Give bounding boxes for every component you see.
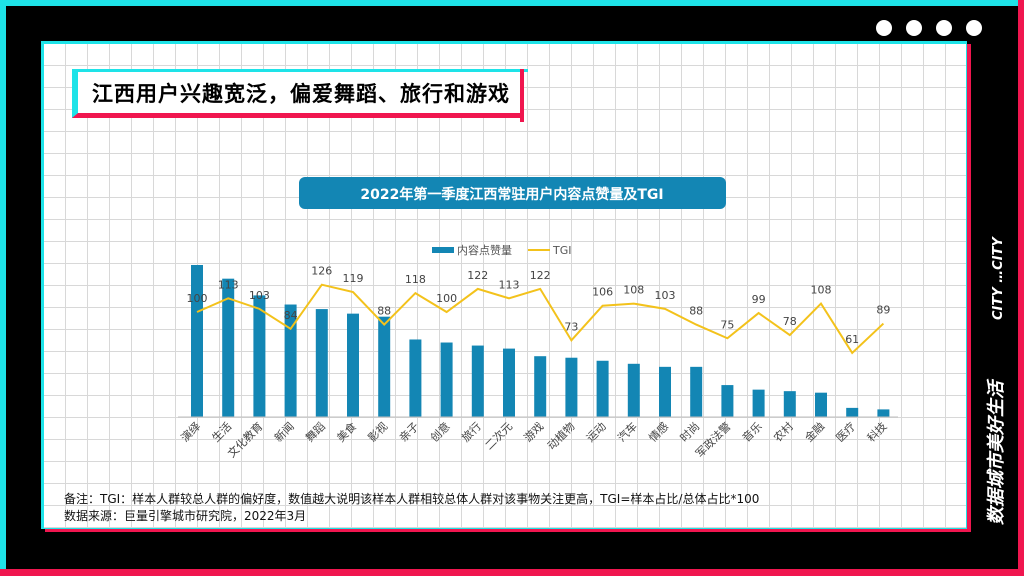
x-tick-label: 演绎 xyxy=(178,419,203,444)
chart-title-bg xyxy=(299,177,726,209)
dot-icon xyxy=(966,20,982,36)
tgi-data-label: 103 xyxy=(249,289,270,302)
x-tick-label: 运动 xyxy=(584,420,609,445)
tgi-data-label: 89 xyxy=(876,304,890,317)
tgi-data-label: 118 xyxy=(405,273,426,286)
x-tick-label: 舞蹈 xyxy=(303,420,328,445)
tgi-data-label: 122 xyxy=(467,269,488,282)
x-tick-label: 创意 xyxy=(427,419,452,444)
side-label-cn: 数据城市美好生活 xyxy=(986,378,1007,525)
tgi-data-label: 113 xyxy=(499,278,520,291)
bar-动植物 xyxy=(565,357,578,417)
headline-accent-top xyxy=(72,69,528,72)
frame-pink-bottom xyxy=(0,569,1024,576)
tgi-data-label: 88 xyxy=(689,305,703,318)
tgi-data-label: 73 xyxy=(564,320,578,333)
x-tick-label: 新闻 xyxy=(271,419,296,444)
bar-医疗 xyxy=(846,407,859,417)
x-tick-label: 医疗 xyxy=(833,419,858,444)
bar-运动 xyxy=(596,360,609,417)
dot-icon xyxy=(936,20,952,36)
bar-series xyxy=(191,265,890,417)
dot-icon xyxy=(906,20,922,36)
bar-农村 xyxy=(783,391,796,417)
bar-新闻 xyxy=(284,304,297,417)
tgi-data-label: 108 xyxy=(623,284,644,297)
x-tick-label: 音乐 xyxy=(739,419,764,444)
tgi-data-label: 61 xyxy=(845,333,859,346)
x-tick-label: 农村 xyxy=(770,419,795,444)
source-text: 数据来源：巨量引擎城市研究院，2022年3月 xyxy=(64,509,307,523)
bar-影视 xyxy=(378,316,391,417)
tgi-data-label: 108 xyxy=(811,284,832,297)
tgi-data-label: 84 xyxy=(284,309,298,322)
page-headline: 江西用户兴趣宽泛，偏爱舞蹈、旅行和游戏 xyxy=(92,81,510,106)
tgi-data-label: 78 xyxy=(783,315,797,328)
legend-bar-swatch xyxy=(432,247,454,253)
x-tick-label: 文化教育 xyxy=(225,419,266,460)
frame-cyan-top xyxy=(0,0,1024,6)
tgi-data-label: 113 xyxy=(218,278,239,291)
legend-line-label: TGI xyxy=(552,244,572,257)
x-tick-label: 科技 xyxy=(864,419,889,444)
bar-文化教育 xyxy=(253,295,266,417)
tgi-data-label: 100 xyxy=(187,292,208,305)
bar-演绎 xyxy=(191,265,203,417)
bar-游戏 xyxy=(534,356,547,417)
x-tick-label: 游戏 xyxy=(522,420,547,445)
tgi-data-label: 100 xyxy=(436,292,457,305)
x-tick-label: 金融 xyxy=(802,419,827,444)
x-tick-label: 军政法警 xyxy=(693,419,734,460)
dot-icon xyxy=(876,20,892,36)
tgi-data-label: 106 xyxy=(592,286,613,299)
tgi-data-label: 122 xyxy=(530,269,551,282)
chart-title: 2022年第一季度江西常驻用户内容点赞量及TGI xyxy=(360,186,663,203)
bar-美食 xyxy=(347,313,359,417)
x-tick-label: 动植物 xyxy=(544,419,577,452)
tgi-data-label: 103 xyxy=(655,289,676,302)
note-text: 备注：TGI：样本人群较总人群的偏好度，数值越大说明该样本人群相较总体人群对该事… xyxy=(64,492,760,506)
bar-舞蹈 xyxy=(315,309,328,417)
bar-生活 xyxy=(222,278,235,417)
side-label-en: CITY …CITY xyxy=(991,236,1006,320)
x-tick-label: 生活 xyxy=(209,419,234,444)
tgi-data-label: 119 xyxy=(343,272,364,285)
bar-二次元 xyxy=(503,348,515,417)
bar-金融 xyxy=(815,392,827,417)
tgi-data-label: 126 xyxy=(311,265,332,278)
bar-亲子 xyxy=(409,339,422,417)
tgi-series: 100 113 103 84 126 119 88 118 100 122 113 122 73 106 1… xyxy=(187,265,890,355)
frame-pink-right xyxy=(1018,0,1024,576)
tgi-data-label: 75 xyxy=(720,318,734,331)
side-label: 数据城市美好生活 CITY …CITY xyxy=(986,236,1007,525)
tgi-line xyxy=(196,283,885,355)
bar-情感 xyxy=(659,366,671,417)
bar-科技 xyxy=(877,409,890,417)
legend: 内容点赞量 TGI xyxy=(432,243,572,257)
legend-bar-label: 内容点赞量 xyxy=(457,243,512,257)
content-panel xyxy=(44,44,966,528)
bar-创意 xyxy=(440,342,453,417)
window-dots xyxy=(876,20,982,36)
bar-时尚 xyxy=(690,366,703,417)
bar-军政法警 xyxy=(721,385,734,417)
headline-box: 江西用户兴趣宽泛，偏爱舞蹈、旅行和游戏 xyxy=(72,69,528,122)
tgi-data-label: 88 xyxy=(377,305,391,318)
x-tick-label: 旅行 xyxy=(458,419,483,444)
x-tick-label: 汽车 xyxy=(614,419,639,444)
bar-旅行 xyxy=(471,345,484,417)
bar-汽车 xyxy=(627,363,640,417)
x-tick-label: 亲子 xyxy=(396,419,421,444)
x-tick-label: 影视 xyxy=(365,419,390,444)
bar-音乐 xyxy=(752,389,765,417)
x-tick-label: 二次元 xyxy=(482,419,515,452)
x-tick-label: 美食 xyxy=(334,419,359,444)
x-tick-label: 时尚 xyxy=(677,419,702,444)
x-tick-label: 情感 xyxy=(646,420,671,445)
tgi-data-label: 99 xyxy=(752,293,766,306)
frame-cyan-left xyxy=(0,0,6,576)
headline-accent-right xyxy=(520,69,524,122)
